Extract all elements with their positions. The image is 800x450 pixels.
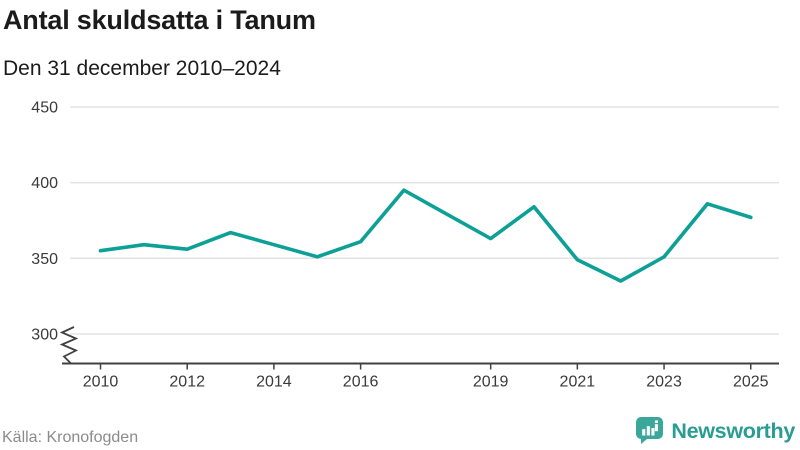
y-axis-label-300: 300 xyxy=(31,326,58,343)
exclamation-bar xyxy=(655,424,659,432)
page-subtitle: Den 31 december 2010–2024 xyxy=(3,57,281,80)
x-axis-label-2021: 2021 xyxy=(560,374,596,391)
y-axis-label-450: 450 xyxy=(31,99,58,116)
x-axis-label-2010: 2010 xyxy=(83,374,119,391)
bar-chart-bar-mid xyxy=(651,428,655,436)
x-axis-label-2014: 2014 xyxy=(256,374,292,391)
y-axis-label-350: 350 xyxy=(31,251,58,268)
x-axis-label-2019: 2019 xyxy=(473,374,509,391)
y-axis-label-400: 400 xyxy=(31,175,58,192)
newsworthy-logo-icon xyxy=(636,417,664,444)
trend-line xyxy=(98,188,753,283)
newsworthy-wordmark: Newsworthy xyxy=(671,418,795,443)
source-text: Källa: Kronofogden xyxy=(2,429,139,446)
bar-chart-bar-tall xyxy=(647,426,651,436)
exclamation-dot xyxy=(655,420,659,423)
x-axis-label-2025: 2025 xyxy=(733,374,769,391)
x-axis-label-2016: 2016 xyxy=(343,374,379,391)
x-axis-label-2012: 2012 xyxy=(169,374,205,391)
newsworthy-logo: Newsworthy xyxy=(635,415,795,447)
x-axis-label-2023: 2023 xyxy=(646,374,682,391)
bar-chart-bar-short xyxy=(642,429,646,436)
page-title: Antal skuldsatta i Tanum xyxy=(3,5,316,35)
axis-break-icon xyxy=(59,326,79,365)
